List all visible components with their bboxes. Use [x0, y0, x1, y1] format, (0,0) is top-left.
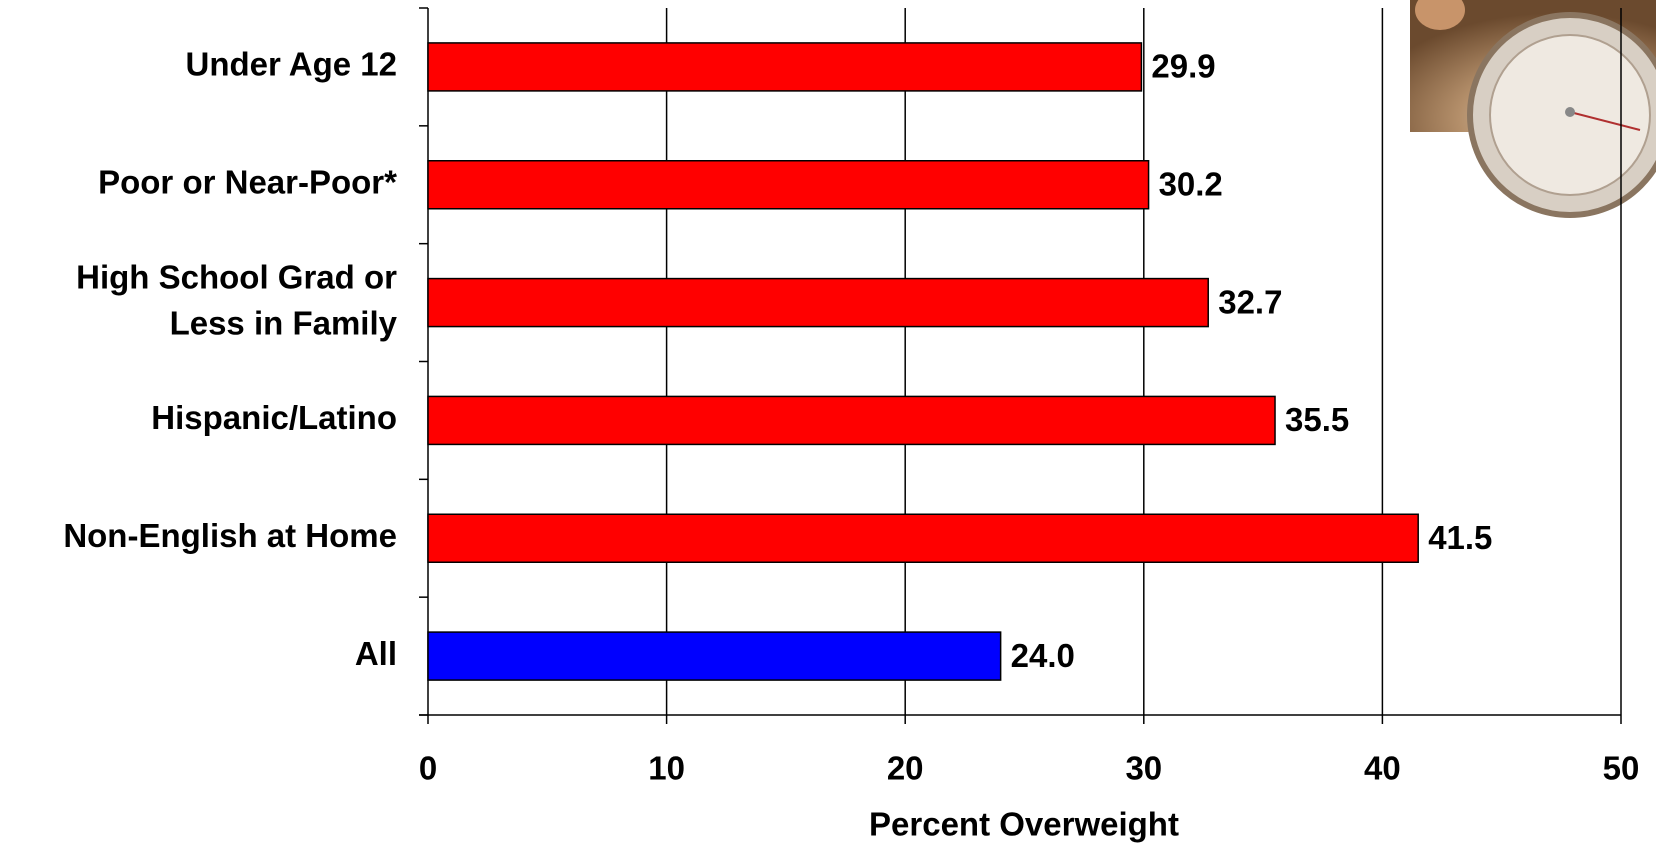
- y-tick-label: Under Age 12: [185, 46, 397, 83]
- y-tick-label: Non-English at Home: [63, 517, 397, 554]
- x-tick-label: 10: [648, 750, 685, 787]
- bar: [427, 631, 1002, 681]
- photo-scale: [1410, 0, 1656, 218]
- x-tick-label: 30: [1125, 750, 1162, 787]
- bar: [427, 395, 1276, 446]
- y-tick-label: Poor or Near-Poor*: [98, 163, 397, 200]
- x-tick-label: 40: [1364, 750, 1401, 787]
- value-label: 29.9: [1151, 48, 1215, 85]
- bar: [427, 160, 1150, 210]
- bar: [427, 42, 1143, 92]
- x-tick-label: 0: [419, 750, 437, 787]
- x-axis-title: Percent Overweight: [869, 806, 1179, 843]
- y-tick-label: Hispanic/Latino: [151, 399, 397, 436]
- value-label: 30.2: [1159, 165, 1223, 202]
- bar: [427, 513, 1419, 563]
- value-label: 32.7: [1218, 283, 1282, 320]
- y-tick-label: High School Grad or Less in Family: [76, 258, 397, 341]
- value-label: 41.5: [1428, 519, 1492, 556]
- bar: [427, 277, 1209, 328]
- x-tick-label: 20: [887, 750, 924, 787]
- y-tick-label: All: [355, 635, 397, 672]
- value-label: 35.5: [1285, 401, 1349, 438]
- x-tick-label: 50: [1603, 750, 1640, 787]
- value-label: 24.0: [1011, 637, 1075, 674]
